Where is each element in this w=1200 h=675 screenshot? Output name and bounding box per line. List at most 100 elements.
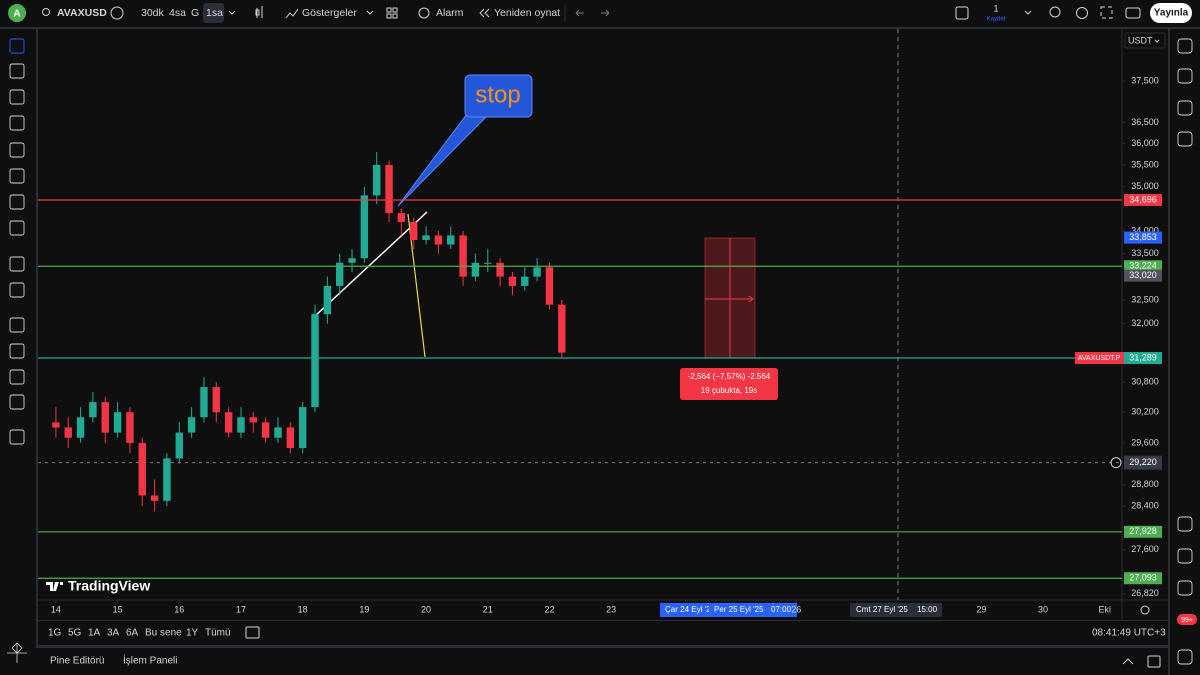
left-toolbar [0, 29, 36, 640]
replay[interactable]: Yeniden oynat [494, 7, 560, 19]
panel-tab[interactable]: İşlem Paneli [123, 654, 177, 667]
object-tree[interactable] [7, 642, 27, 663]
interval[interactable]: 1sa [206, 7, 223, 19]
candle-body [89, 402, 97, 418]
tool-icon[interactable] [9, 256, 25, 272]
side-icon[interactable] [1177, 516, 1193, 532]
chevron[interactable] [1024, 10, 1032, 15]
snapshot[interactable] [1125, 7, 1141, 19]
replay-icon[interactable] [479, 8, 490, 18]
callout-box[interactable] [464, 74, 533, 118]
currency[interactable]: USDT [1128, 35, 1153, 45]
x-tick-label: 20 [421, 604, 431, 614]
interval[interactable]: G [191, 7, 199, 19]
range-bar [38, 621, 1168, 645]
panel-tab[interactable]: Pine Editörü [50, 656, 104, 667]
candle-body [224, 412, 233, 433]
chart-type-icon[interactable] [255, 6, 263, 18]
candle-body [101, 402, 109, 433]
level-badge [1124, 231, 1162, 244]
side-icon[interactable] [1177, 38, 1193, 54]
tool-icon[interactable] [9, 394, 25, 410]
candle-body [447, 235, 455, 245]
expand-panel[interactable] [1122, 658, 1134, 665]
range[interactable]: Tümü [205, 628, 231, 639]
chevron[interactable] [366, 10, 374, 15]
tool-icon[interactable] [9, 38, 25, 54]
alarm-icon[interactable] [418, 7, 430, 19]
y-tick-label: 26,820 [1131, 588, 1159, 598]
chevron[interactable] [228, 10, 236, 15]
templates-icon[interactable] [386, 7, 398, 19]
crosshair-label: 29,220 [1129, 457, 1157, 467]
candle-body [484, 262, 492, 264]
time-badge-text: Çar 24 Eyl '25 [665, 605, 716, 614]
side-icon[interactable] [1177, 649, 1193, 665]
clock: 08:41:49 UTC+3 [1092, 628, 1166, 639]
symbol[interactable]: AVAXUSD [57, 7, 107, 19]
y-tick-label: 32,000 [1131, 318, 1159, 328]
tool-icon[interactable] [9, 194, 25, 210]
candle-body [150, 495, 159, 501]
candle-body [138, 442, 146, 496]
tool-icon[interactable] [9, 63, 25, 79]
fullscreen[interactable] [1100, 6, 1113, 19]
tool-icon[interactable] [9, 89, 25, 105]
tool-icon[interactable] [9, 115, 25, 131]
tool-icon[interactable] [9, 282, 25, 298]
range[interactable]: 3A [107, 628, 120, 639]
currency-box[interactable] [1124, 32, 1166, 49]
candle-body [249, 417, 258, 423]
chevron[interactable] [1154, 39, 1160, 43]
layout-icon[interactable] [955, 6, 969, 20]
publish-button[interactable] [1150, 3, 1192, 23]
indicators[interactable]: Göstergeler [302, 7, 357, 19]
side-icon[interactable] [1177, 68, 1193, 84]
x-tick-label: 16 [174, 604, 184, 614]
range[interactable]: 1A [88, 628, 101, 639]
tool-icon[interactable] [9, 429, 25, 445]
tool-icon[interactable] [9, 343, 25, 359]
side-icon[interactable] [1177, 100, 1193, 116]
trend-line[interactable] [314, 211, 428, 317]
range[interactable]: Bu sene [145, 628, 182, 639]
maximize-panel[interactable] [1147, 655, 1161, 668]
alarm[interactable]: Alarm [436, 7, 464, 19]
quick-search[interactable] [1049, 6, 1061, 18]
save-count: 1 [993, 3, 998, 13]
side-icon[interactable] [1177, 131, 1193, 147]
candle-body [52, 422, 60, 428]
range[interactable]: 1G [48, 628, 62, 639]
interval[interactable]: 4sa [169, 7, 186, 19]
time-badge [709, 603, 797, 617]
goto-date[interactable] [245, 626, 260, 639]
side-icon[interactable] [1177, 548, 1193, 564]
range[interactable]: 6A [126, 628, 139, 639]
range[interactable]: 5G [68, 628, 82, 639]
candle-body [471, 262, 480, 277]
save[interactable]: Kaydet [987, 17, 1006, 23]
add-symbol[interactable] [110, 6, 124, 20]
x-tick-label: 18 [298, 604, 308, 614]
x-tick-label: 14 [51, 604, 61, 614]
tool-icon[interactable] [9, 369, 25, 385]
publish[interactable]: Yayınla [1154, 8, 1189, 19]
interval[interactable]: 30dk [141, 7, 165, 19]
add-alert[interactable] [1110, 457, 1122, 469]
tool-icon[interactable] [9, 220, 25, 236]
tool-icon[interactable] [9, 317, 25, 333]
side-icon[interactable] [1177, 580, 1193, 596]
indicator-icon[interactable] [285, 8, 299, 19]
avatar[interactable] [8, 4, 26, 22]
y-tick-label: 32,500 [1131, 294, 1159, 304]
undo[interactable] [575, 9, 584, 17]
tool-icon[interactable] [9, 168, 25, 184]
redo[interactable] [601, 9, 610, 17]
search-icon[interactable] [42, 8, 50, 16]
candle-body [274, 427, 282, 438]
tool-icon[interactable] [9, 142, 25, 158]
range[interactable]: 1Y [186, 628, 199, 639]
settings[interactable] [1076, 7, 1088, 19]
candle-body [113, 412, 122, 433]
axis-settings[interactable] [1140, 605, 1150, 615]
